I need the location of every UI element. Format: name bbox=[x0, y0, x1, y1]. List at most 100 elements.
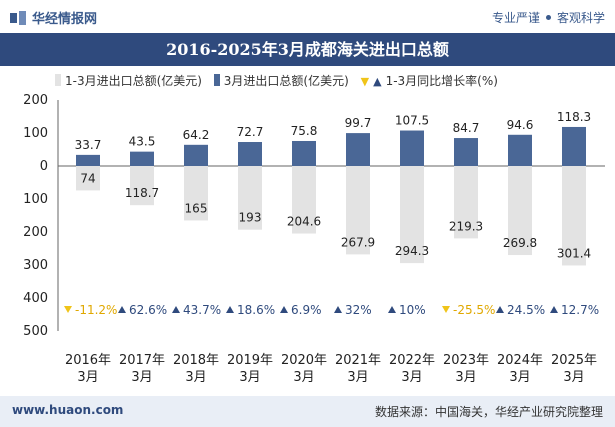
x-tick-label: 2018年 bbox=[173, 353, 219, 368]
bar-cumulative bbox=[508, 166, 532, 256]
data-label-march: 75.8 bbox=[291, 124, 318, 138]
bar-march bbox=[238, 142, 262, 166]
data-label-growth: 43.7% bbox=[183, 303, 221, 317]
x-tick-label: 2024年 bbox=[497, 353, 543, 368]
top-bar: 华经情报网 专业严谨 客观科学 bbox=[0, 0, 615, 33]
bar-march bbox=[76, 154, 100, 166]
legend-item-growth: ▼ ▲ 1-3月同比增长率(%) bbox=[361, 72, 498, 89]
data-label-growth: 10% bbox=[399, 303, 426, 317]
logo-icon bbox=[10, 11, 26, 25]
data-label-growth: 12.7% bbox=[561, 303, 599, 317]
data-label-march: 99.7 bbox=[345, 116, 372, 130]
slogan: 专业严谨 客观科学 bbox=[492, 9, 605, 26]
x-tick-label-month: 3月 bbox=[401, 370, 422, 385]
brand-name: 华经情报网 bbox=[32, 12, 98, 27]
y-tick-label: 200 bbox=[23, 225, 48, 240]
data-label-growth: 6.9% bbox=[291, 303, 322, 317]
x-tick-label: 2020年 bbox=[281, 353, 327, 368]
legend-label-cumulative: 1-3月进出口总额(亿美元) bbox=[65, 74, 202, 88]
x-tick-label: 2016年 bbox=[65, 353, 111, 368]
bar-march bbox=[562, 126, 586, 166]
x-tick-label-month: 3月 bbox=[509, 370, 530, 385]
bar-march bbox=[400, 130, 424, 166]
data-label-march: 107.5 bbox=[395, 114, 429, 128]
data-label-cumulative: 118.7 bbox=[125, 186, 159, 200]
bullet-icon bbox=[545, 15, 551, 20]
brand: 华经情报网 bbox=[10, 8, 97, 27]
y-tick-label: 400 bbox=[23, 291, 48, 306]
growth-marker-down bbox=[442, 306, 450, 313]
data-label-cumulative: 267.9 bbox=[341, 235, 375, 249]
legend-swatch-cumulative bbox=[55, 74, 61, 86]
x-tick-label: 2017年 bbox=[119, 353, 165, 368]
data-label-cumulative: 301.4 bbox=[557, 246, 591, 260]
growth-marker-up bbox=[550, 306, 558, 313]
x-tick-label-month: 3月 bbox=[293, 370, 314, 385]
bar-cumulative bbox=[346, 166, 370, 255]
y-tick-label: 100 bbox=[23, 192, 48, 207]
growth-marker-up bbox=[118, 306, 126, 313]
legend-label-growth: 1-3月同比增长率(%) bbox=[385, 74, 498, 88]
bar-cumulative bbox=[184, 166, 208, 221]
x-tick-label-month: 3月 bbox=[563, 370, 584, 385]
bar-cumulative bbox=[76, 166, 100, 191]
growth-marker-up bbox=[280, 306, 288, 313]
data-label-growth: 24.5% bbox=[507, 303, 545, 317]
growth-marker-up bbox=[388, 306, 396, 313]
bar-cumulative bbox=[400, 166, 424, 264]
x-tick-label-month: 3月 bbox=[77, 370, 98, 385]
data-label-cumulative: 74 bbox=[80, 171, 95, 185]
data-label-march: 118.3 bbox=[557, 110, 591, 124]
bar-march bbox=[292, 140, 316, 166]
x-tick-label-month: 3月 bbox=[347, 370, 368, 385]
footer-site: www.huaon.com bbox=[12, 403, 124, 417]
data-label-cumulative: 204.6 bbox=[287, 215, 321, 229]
data-label-growth: -11.2% bbox=[75, 303, 117, 317]
data-label-march: 72.7 bbox=[237, 125, 264, 139]
x-tick-label-month: 3月 bbox=[455, 370, 476, 385]
triangle-down-icon: ▼ bbox=[360, 75, 370, 88]
x-tick-label: 2019年 bbox=[227, 353, 273, 368]
bar-march bbox=[184, 144, 208, 166]
bar-cumulative bbox=[292, 166, 316, 234]
data-label-cumulative: 219.3 bbox=[449, 219, 483, 233]
data-label-cumulative: 294.3 bbox=[395, 244, 429, 258]
data-label-march: 94.6 bbox=[507, 118, 534, 132]
data-label-cumulative: 165 bbox=[185, 201, 208, 215]
x-tick-label-month: 3月 bbox=[131, 370, 152, 385]
triangle-up-icon: ▲ bbox=[373, 75, 382, 88]
chart-plot: 200 100 0 100 200 300 400 500 33.7 74 -11.2% 2016年 3… bbox=[23, 93, 605, 385]
bar-march bbox=[508, 134, 532, 166]
y-tick-label: 0 bbox=[40, 159, 48, 174]
y-tick-label: 200 bbox=[23, 93, 48, 108]
chart-title: 2016-2025年3月成都海关进出口总额 bbox=[166, 40, 449, 59]
x-tick-label: 2023年 bbox=[443, 353, 489, 368]
data-label-cumulative: 193 bbox=[239, 211, 262, 225]
bar-cumulative bbox=[562, 166, 586, 266]
data-label-growth: 62.6% bbox=[129, 303, 167, 317]
data-label-cumulative: 269.8 bbox=[503, 236, 537, 250]
growth-marker-down bbox=[64, 306, 72, 313]
footer-source: 数据来源：中国海关，华经产业研究院整理 bbox=[374, 405, 603, 419]
data-label-growth: 18.6% bbox=[237, 303, 275, 317]
bar-march bbox=[454, 138, 478, 166]
legend-swatch-march bbox=[213, 74, 220, 86]
data-label-march: 84.7 bbox=[453, 121, 480, 135]
bar-march bbox=[346, 133, 370, 166]
data-label-march: 64.2 bbox=[183, 128, 210, 142]
growth-marker-up bbox=[334, 306, 342, 313]
legend-label-march: 3月进出口总额(亿美元) bbox=[223, 74, 349, 88]
data-label-growth: -25.5% bbox=[453, 303, 495, 317]
growth-marker-up bbox=[496, 306, 504, 313]
bar-cumulative bbox=[454, 166, 478, 239]
growth-marker-up bbox=[172, 306, 180, 313]
bar-march bbox=[130, 151, 154, 166]
x-tick-label-month: 3月 bbox=[239, 370, 260, 385]
bar-cumulative bbox=[130, 166, 154, 206]
slogan-right: 客观科学 bbox=[556, 11, 605, 25]
data-label-march: 33.7 bbox=[75, 138, 102, 152]
x-tick-label-month: 3月 bbox=[185, 370, 206, 385]
y-tick-label: 100 bbox=[23, 126, 48, 141]
data-label-growth: 32% bbox=[345, 303, 372, 317]
